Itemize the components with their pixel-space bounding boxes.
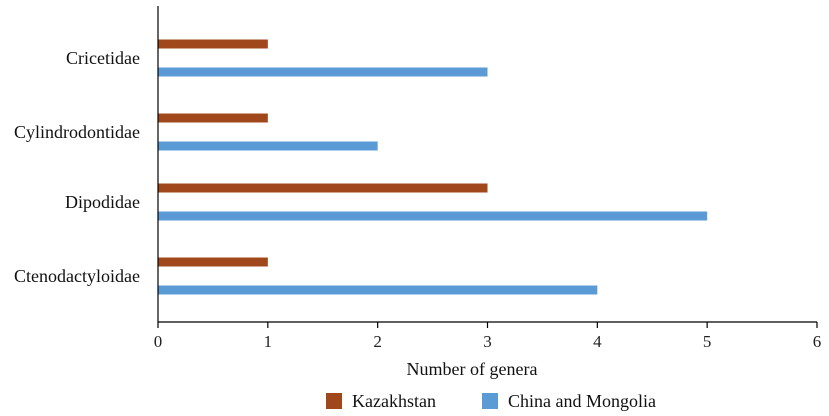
bar-china-and-mongolia-cricetidae — [158, 67, 488, 77]
x-tick-group: 0 1 2 3 4 5 6 — [154, 322, 822, 351]
legend-swatch — [326, 393, 342, 409]
x-tick-label: 0 — [154, 332, 163, 351]
legend-label: China and Mongolia — [508, 391, 656, 411]
x-tick-label: 4 — [593, 332, 602, 351]
x-tick-label: 6 — [813, 332, 822, 351]
category-label: Cricetidae — [66, 48, 140, 68]
legend-swatch — [482, 393, 498, 409]
legend: Kazakhstan China and Mongolia — [326, 391, 656, 411]
x-tick-label: 1 — [264, 332, 273, 351]
category-label: Dipodidae — [65, 192, 140, 212]
x-tick-label: 3 — [483, 332, 492, 351]
bar-kazakhstan-cylindrodontidae — [158, 113, 268, 123]
bar-china-and-mongolia-ctenodactyloidae — [158, 285, 598, 295]
bar-kazakhstan-dipodidae — [158, 183, 488, 193]
category-label: Cylindrodontidae — [14, 122, 140, 142]
x-tick-label: 5 — [703, 332, 712, 351]
category-label-group: Cricetidae Cylindrodontidae Dipodidae Cteno… — [14, 48, 140, 286]
bar-group — [158, 39, 708, 295]
bar-kazakhstan-cricetidae — [158, 39, 268, 49]
bar-china-and-mongolia-dipodidae — [158, 211, 708, 221]
x-tick-label: 2 — [373, 332, 382, 351]
bar-kazakhstan-ctenodactyloidae — [158, 257, 268, 267]
x-axis-title: Number of genera — [407, 359, 538, 379]
bar-china-and-mongolia-cylindrodontidae — [158, 141, 378, 151]
legend-label: Kazakhstan — [352, 391, 436, 411]
category-label: Ctenodactyloidae — [14, 266, 140, 286]
